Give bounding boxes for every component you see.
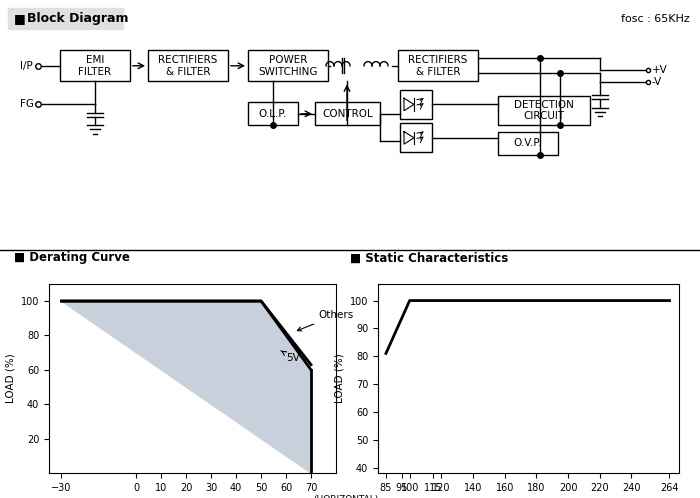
Text: fosc : 65KHz: fosc : 65KHz: [622, 14, 690, 24]
Bar: [400, 123, 432, 152]
Bar: [400, 90, 432, 119]
Text: DETECTION
CIRCUIT: DETECTION CIRCUIT: [514, 100, 574, 122]
Text: FG: FG: [20, 100, 34, 110]
Text: Block Diagram: Block Diagram: [27, 12, 129, 25]
Text: POWER
SWITCHING: POWER SWITCHING: [258, 55, 318, 77]
Polygon shape: [62, 301, 311, 473]
Text: O.L.P.: O.L.P.: [259, 109, 287, 119]
Text: (HORIZONTAL): (HORIZONTAL): [314, 496, 379, 498]
Text: RECTIFIERS
& FILTER: RECTIFIERS & FILTER: [408, 55, 468, 77]
Text: 5V: 5V: [281, 351, 300, 363]
Y-axis label: LOAD (%): LOAD (%): [6, 354, 15, 403]
Text: ■: ■: [14, 12, 26, 25]
Bar: [148, 50, 228, 82]
Text: I/P: I/P: [20, 61, 33, 71]
Text: RECTIFIERS
& FILTER: RECTIFIERS & FILTER: [158, 55, 218, 77]
Bar: [315, 102, 380, 125]
Polygon shape: [261, 301, 311, 370]
Text: -V: -V: [652, 78, 662, 88]
Bar: [498, 96, 590, 125]
Bar: [498, 131, 558, 154]
Text: +V: +V: [652, 65, 668, 75]
Text: CONTROL: CONTROL: [322, 109, 373, 119]
Bar: [248, 50, 328, 82]
Text: O.V.P.: O.V.P.: [514, 138, 542, 148]
Bar: [60, 50, 130, 82]
Text: ■ Static Characteristics: ■ Static Characteristics: [350, 251, 508, 264]
Bar: [248, 102, 298, 125]
Bar: [398, 50, 478, 82]
Y-axis label: LOAD (%): LOAD (%): [335, 354, 344, 403]
Bar: [8, 8, 123, 29]
Text: EMI
FILTER: EMI FILTER: [78, 55, 111, 77]
Text: Others: Others: [298, 310, 354, 331]
Text: ■ Derating Curve: ■ Derating Curve: [14, 251, 130, 264]
